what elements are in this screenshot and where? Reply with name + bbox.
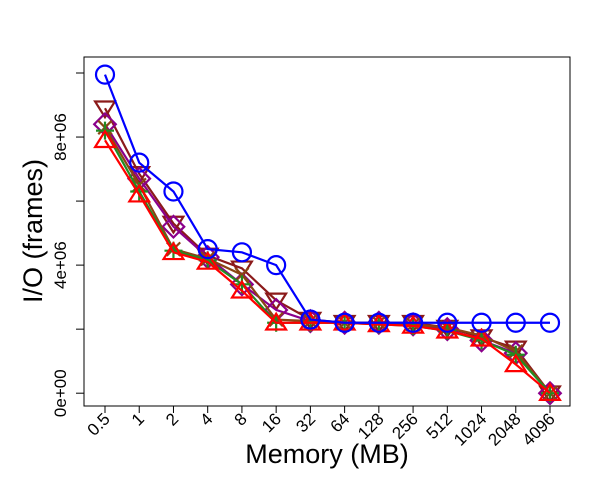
- y-tick-label: 0e+00: [51, 369, 70, 417]
- x-tick-label: 1: [128, 409, 148, 429]
- x-tick-label: 2: [162, 409, 182, 429]
- data-point: [334, 312, 355, 333]
- series-line: [104, 139, 551, 395]
- series-line: [103, 74, 550, 324]
- series-triangle-down: [93, 100, 562, 405]
- y-axis-label: I/O (frames): [18, 159, 48, 303]
- data-point: [537, 380, 563, 406]
- x-tick-label: 1024: [450, 409, 490, 449]
- series-layer: [92, 64, 563, 406]
- data-point: [503, 353, 528, 373]
- x-axis-label: Memory (MB): [245, 439, 409, 469]
- x-tick-label: 128: [354, 409, 387, 442]
- x-tick-label: 32: [292, 409, 319, 436]
- series-plus: [96, 121, 559, 403]
- data-point: [400, 311, 426, 337]
- data-point: [300, 309, 321, 330]
- data-point: [129, 152, 150, 173]
- x-tick-label: 4096: [519, 409, 559, 449]
- data-point: [161, 241, 186, 261]
- data-point: [471, 312, 492, 333]
- data-point: [161, 214, 186, 240]
- series-line: [104, 126, 551, 394]
- data-point: [469, 327, 494, 347]
- x-tick-label: 2048: [484, 409, 524, 449]
- series-x: [97, 119, 558, 401]
- data-point: [94, 64, 116, 85]
- series-triangle-up: [93, 129, 562, 402]
- data-point: [298, 308, 323, 334]
- y-axis: 0e+00 4e+06 8e+06: [51, 72, 85, 417]
- x-tick-label: 8: [231, 409, 251, 429]
- data-point: [368, 312, 389, 333]
- data-point: [127, 183, 152, 203]
- data-point: [434, 316, 460, 342]
- data-point: [93, 129, 117, 149]
- data-point: [437, 312, 458, 333]
- data-point: [539, 312, 561, 333]
- data-point: [230, 279, 254, 299]
- data-point: [505, 312, 526, 333]
- data-point: [234, 267, 250, 283]
- data-point: [197, 239, 218, 260]
- data-point: [163, 181, 184, 202]
- y-tick-label: 8e+06: [51, 113, 70, 161]
- plot-frame: [83, 56, 571, 407]
- y-tick-label: 4e+06: [51, 241, 70, 289]
- x-tick-label: 256: [388, 409, 421, 442]
- data-point: [402, 312, 424, 333]
- data-point: [264, 292, 289, 312]
- data-point: [266, 255, 287, 276]
- x-tick-label: 64: [327, 409, 354, 436]
- x-tick-label: 16: [258, 409, 285, 436]
- data-point: [231, 242, 253, 263]
- data-point: [195, 250, 220, 270]
- x-tick-label: 0.5: [84, 409, 114, 439]
- data-point: [264, 311, 289, 331]
- data-point: [93, 100, 117, 120]
- series-line: [104, 130, 551, 394]
- series-circle: [94, 64, 561, 333]
- data-point: [538, 382, 562, 402]
- x-tick-label: 4: [196, 409, 216, 429]
